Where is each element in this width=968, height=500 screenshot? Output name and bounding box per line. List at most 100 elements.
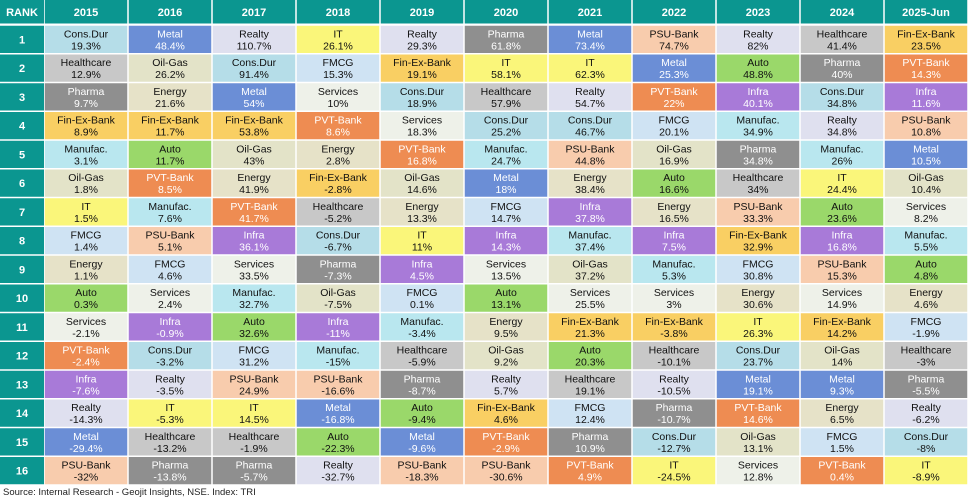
year-header-label: 2021: [578, 7, 602, 19]
cell-return-label: -8%: [917, 443, 936, 455]
cell-sector-label: Cons.Dur: [64, 28, 109, 40]
cell-sector-label: Energy: [825, 402, 859, 414]
heatmap-cell: [716, 54, 800, 82]
cell-return-label: 21.6%: [155, 98, 185, 110]
cell-return-label: -30.6%: [489, 472, 522, 484]
heatmap-cell: [296, 342, 380, 370]
cell-return-label: -29.4%: [69, 443, 102, 455]
heatmap-cell: [128, 83, 212, 111]
cell-sector-label: Energy: [69, 258, 103, 270]
heatmap-cell: [800, 428, 884, 456]
heatmap-cell: [800, 342, 884, 370]
cell-sector-label: Services: [738, 460, 778, 472]
rank-cell: [0, 255, 44, 283]
heatmap-cell: [884, 284, 968, 312]
cell-sector-label: Metal: [157, 28, 183, 40]
heatmap-cell: [44, 25, 128, 53]
cell-return-label: 24.7%: [491, 155, 521, 167]
heatmap-cell: [464, 25, 548, 53]
cell-return-label: 7.5%: [662, 242, 686, 254]
cell-sector-label: Pharma: [572, 431, 609, 443]
cell-sector-label: Infra: [243, 230, 264, 242]
heatmap-cell: [380, 313, 464, 341]
cell-sector-label: Oil-Gas: [488, 345, 524, 357]
cell-return-label: -3.5%: [156, 385, 183, 397]
cell-sector-label: Pharma: [152, 460, 189, 472]
cell-sector-label: Cons.Dur: [736, 345, 781, 357]
cell-return-label: 34.8%: [827, 98, 857, 110]
heatmap-cell: [716, 313, 800, 341]
cell-sector-label: Oil-Gas: [236, 143, 272, 155]
heatmap-cell: [464, 457, 548, 485]
cell-return-label: 14.9%: [827, 299, 857, 311]
heatmap-cell: [296, 399, 380, 427]
cell-return-label: 40.1%: [743, 98, 773, 110]
cell-return-label: -2.4%: [72, 357, 99, 369]
cell-sector-label: Metal: [73, 431, 99, 443]
rank-label: 7: [19, 207, 25, 219]
cell-return-label: 34.8%: [827, 127, 857, 139]
cell-sector-label: Infra: [75, 373, 96, 385]
year-header-cell: [380, 0, 464, 24]
cell-return-label: 4.6%: [158, 270, 182, 282]
rank-label: 13: [16, 379, 28, 391]
cell-return-label: -13.8%: [153, 472, 186, 484]
rank-label: 2: [19, 63, 25, 75]
cell-sector-label: Oil-Gas: [152, 57, 188, 69]
heatmap-cell: [128, 255, 212, 283]
cell-sector-label: Realty: [659, 373, 690, 385]
year-header-label: 2016: [158, 7, 182, 19]
heatmap-cell: [800, 198, 884, 226]
cell-return-label: -10.7%: [657, 414, 690, 426]
cell-sector-label: Infra: [495, 230, 516, 242]
year-header-cell: [212, 0, 296, 24]
cell-return-label: -16.8%: [321, 414, 354, 426]
cell-return-label: 32.7%: [239, 299, 269, 311]
cell-return-label: 91.4%: [239, 69, 269, 81]
cell-sector-label: Oil-Gas: [404, 172, 440, 184]
year-header-label: 2017: [242, 7, 266, 19]
cell-sector-label: Healthcare: [565, 373, 616, 385]
heatmap-cell: [632, 370, 716, 398]
heatmap-cell: [380, 255, 464, 283]
cell-sector-label: IT: [921, 460, 931, 472]
cell-sector-label: FMCG: [827, 431, 858, 443]
cell-sector-label: Realty: [155, 373, 186, 385]
cell-return-label: -15%: [326, 357, 351, 369]
cell-sector-label: Fin-Ex-Bank: [141, 115, 200, 127]
heatmap-cell: [128, 140, 212, 168]
cell-sector-label: Services: [66, 316, 106, 328]
heatmap-cell: [212, 313, 296, 341]
cell-sector-label: Manufac.: [64, 143, 107, 155]
cell-return-label: 74.7%: [659, 40, 689, 52]
heatmap-cell: [632, 169, 716, 197]
cell-return-label: 8.9%: [74, 127, 98, 139]
heatmap-cell: [548, 112, 632, 140]
year-header-label: 2025-Jun: [902, 7, 950, 19]
cell-return-label: -9.6%: [408, 443, 435, 455]
cell-sector-label: Fin-Ex-Bank: [225, 115, 284, 127]
cell-return-label: 32.6%: [239, 328, 269, 340]
heatmap-cell: [128, 457, 212, 485]
heatmap-cell: [296, 428, 380, 456]
heatmap-cell: [296, 112, 380, 140]
cell-return-label: -13.2%: [153, 443, 186, 455]
cell-return-label: 9.7%: [74, 98, 98, 110]
heatmap-cell: [716, 428, 800, 456]
cell-return-label: 4.8%: [914, 270, 938, 282]
cell-sector-label: Infra: [579, 201, 600, 213]
rank-label: 6: [19, 178, 25, 190]
heatmap-cell: [548, 370, 632, 398]
cell-sector-label: Cons.Dur: [820, 86, 865, 98]
cell-return-label: 1.5%: [830, 443, 854, 455]
rank-cell: [0, 428, 44, 456]
heatmap-cell: [380, 370, 464, 398]
cell-sector-label: FMCG: [71, 230, 102, 242]
cell-sector-label: IT: [249, 402, 259, 414]
cell-return-label: 0.1%: [410, 299, 434, 311]
cell-sector-label: Healthcare: [229, 431, 280, 443]
heatmap-cell: [464, 112, 548, 140]
cell-sector-label: Pharma: [740, 143, 777, 155]
cell-return-label: -3.4%: [408, 328, 435, 340]
cell-sector-label: Auto: [663, 172, 685, 184]
